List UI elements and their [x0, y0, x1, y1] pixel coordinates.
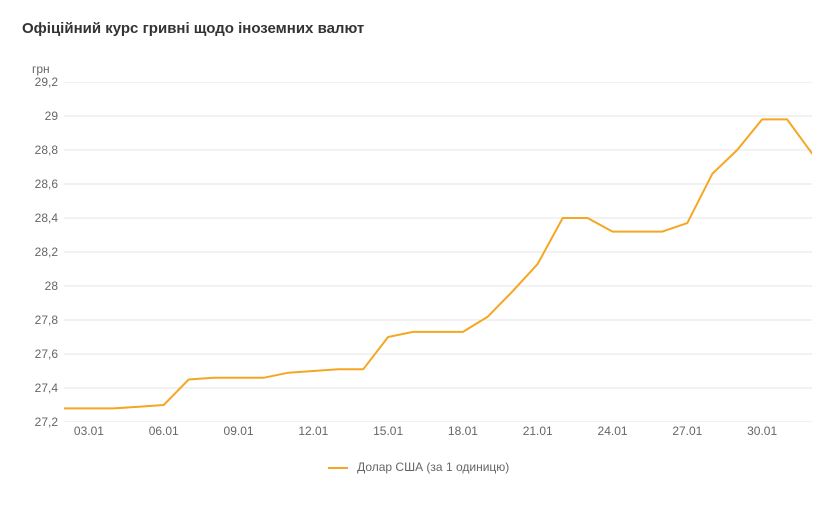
y-tick-label: 28,2 — [35, 245, 58, 259]
y-tick-label: 29,2 — [35, 75, 58, 89]
y-axis-labels: 27,227,427,627,82828,228,428,628,82929,2 — [22, 82, 62, 422]
y-tick-label: 27,6 — [35, 347, 58, 361]
y-tick-label: 28,4 — [35, 211, 58, 225]
x-tick-label: 21.01 — [523, 424, 553, 438]
plot-area — [64, 82, 812, 422]
x-tick-label: 03.01 — [74, 424, 104, 438]
x-tick-label: 27.01 — [672, 424, 702, 438]
x-tick-label: 18.01 — [448, 424, 478, 438]
y-tick-label: 28 — [45, 279, 58, 293]
x-tick-label: 30.01 — [747, 424, 777, 438]
x-axis-labels: 03.01 06.01 09.01 12.01 15.01 18.01 21.01 24.01… — [64, 424, 812, 444]
y-tick-label: 29 — [45, 109, 58, 123]
chart-title: Офіційний курс гривні щодо іноземних вал… — [22, 20, 815, 37]
x-tick-label: 24.01 — [598, 424, 628, 438]
y-tick-label: 28,6 — [35, 177, 58, 191]
y-axis-title: грн — [32, 62, 815, 76]
chart-svg — [64, 82, 812, 422]
legend-label: Долар США (за 1 одиницю) — [357, 460, 509, 474]
y-tick-label: 27,2 — [35, 415, 58, 429]
chart-area: 27,227,427,627,82828,228,428,628,82929,2… — [22, 82, 812, 452]
x-tick-label: 06.01 — [149, 424, 179, 438]
x-tick-label: 15.01 — [373, 424, 403, 438]
legend: Долар США (за 1 одиницю) — [22, 460, 815, 474]
legend-line-icon — [328, 467, 348, 469]
x-tick-label: 09.01 — [224, 424, 254, 438]
y-tick-label: 27,8 — [35, 313, 58, 327]
y-tick-label: 27,4 — [35, 381, 58, 395]
x-tick-label: 12.01 — [298, 424, 328, 438]
y-tick-label: 28,8 — [35, 143, 58, 157]
